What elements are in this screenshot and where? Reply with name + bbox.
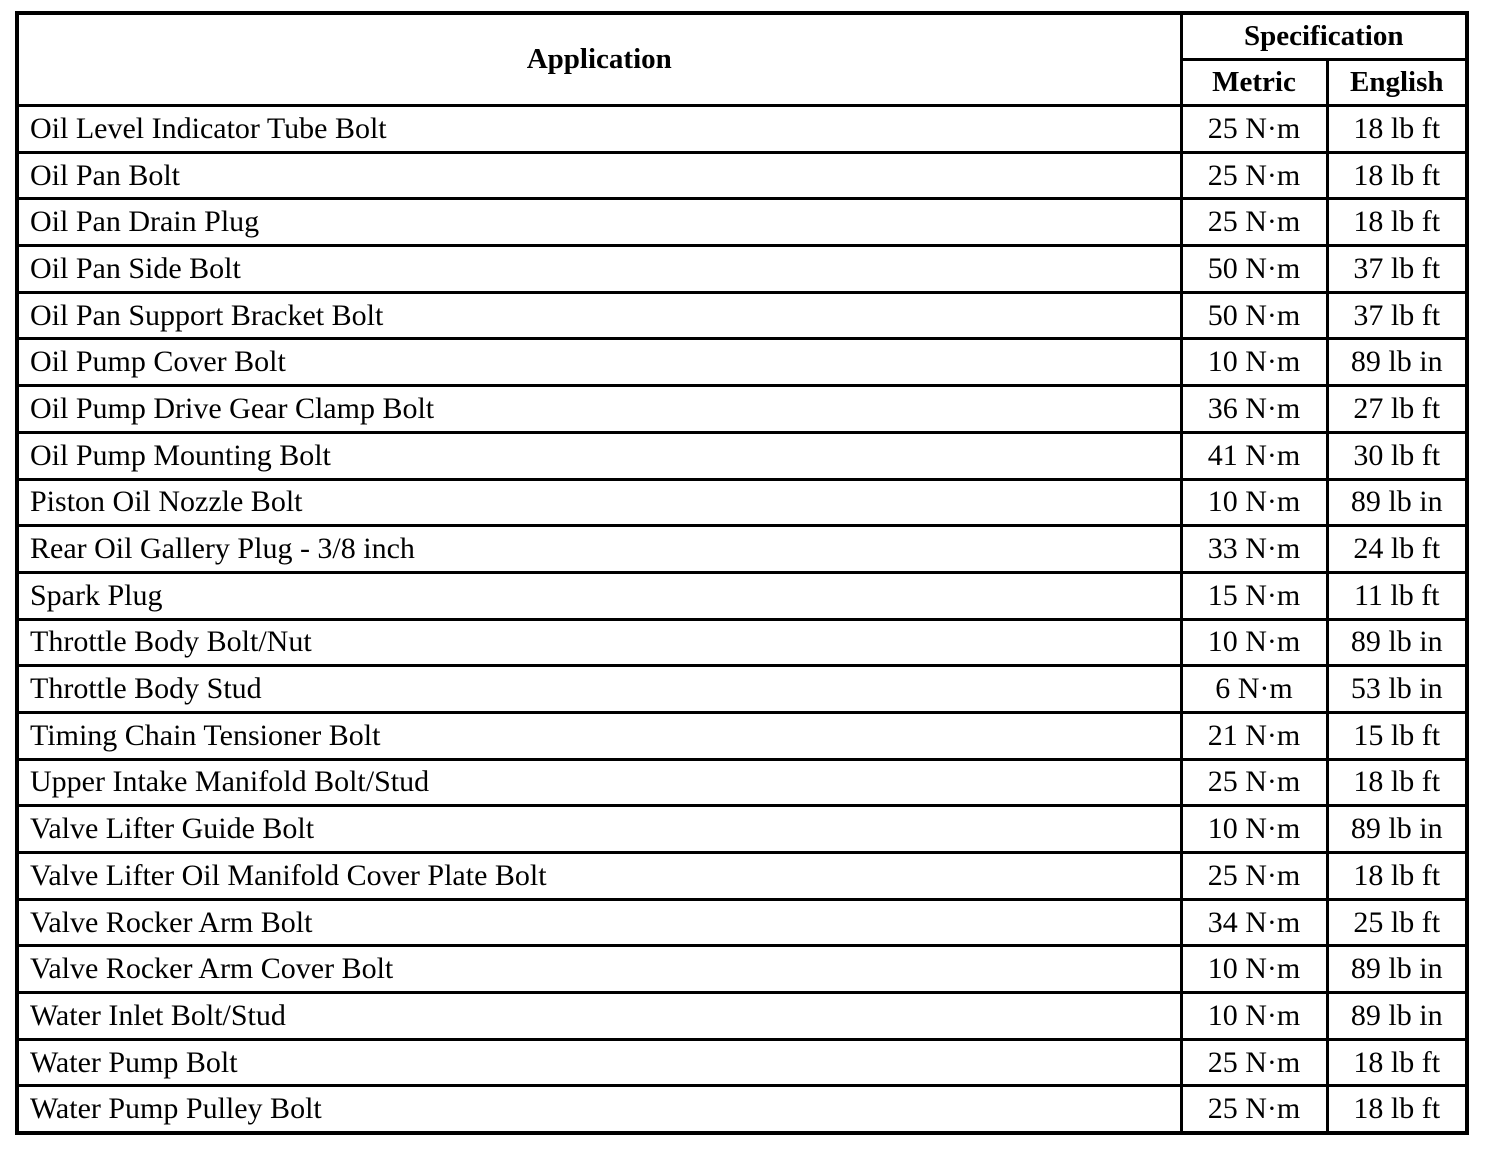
application-cell: Throttle Body Stud	[15, 664, 1183, 714]
english-cell: 18 lb ft	[1325, 757, 1469, 808]
english-cell: 15 lb ft	[1325, 710, 1469, 761]
table-row: Water Pump Bolt 25 N·m 18 lb ft	[15, 1037, 1469, 1088]
application-cell: Rear Oil Gallery Plug - 3/8 inch	[15, 524, 1183, 574]
metric-cell: 10 N·m	[1179, 617, 1329, 668]
application-cell: Oil Pan Side Bolt	[15, 244, 1183, 294]
table-row: Oil Pump Drive Gear Clamp Bolt 36 N·m 27 l…	[15, 384, 1469, 434]
application-cell: Oil Pan Drain Plug	[15, 197, 1183, 248]
application-cell: Timing Chain Tensioner Bolt	[15, 710, 1183, 761]
application-cell: Water Pump Bolt	[15, 1037, 1183, 1088]
application-cell: Water Inlet Bolt/Stud	[15, 991, 1183, 1041]
table-row: Upper Intake Manifold Bolt/Stud 25 N·m 18 …	[15, 757, 1469, 808]
metric-cell: 10 N·m	[1179, 337, 1329, 388]
metric-cell: 41 N·m	[1179, 430, 1329, 481]
english-cell: 25 lb ft	[1325, 897, 1469, 948]
table-row: Water Inlet Bolt/Stud 10 N·m 89 lb in	[15, 991, 1469, 1041]
metric-cell: 36 N·m	[1179, 384, 1329, 434]
english-cell: 89 lb in	[1325, 617, 1469, 668]
english-cell: 18 lb ft	[1325, 1084, 1469, 1135]
table-row: Valve Lifter Oil Manifold Cover Plate Bo…	[15, 851, 1469, 901]
application-cell: Oil Pump Cover Bolt	[15, 337, 1183, 388]
english-cell: 37 lb ft	[1325, 244, 1469, 294]
metric-cell: 10 N·m	[1179, 477, 1329, 528]
table-row: Oil Pump Mounting Bolt 41 N·m 30 lb ft	[15, 430, 1469, 481]
table-row: Piston Oil Nozzle Bolt 10 N·m 89 lb in	[15, 477, 1469, 528]
application-cell: Valve Lifter Guide Bolt	[15, 804, 1183, 854]
table-row: Timing Chain Tensioner Bolt 21 N·m 15 lb f…	[15, 710, 1469, 761]
english-cell: 89 lb in	[1325, 804, 1469, 854]
english-cell: 18 lb ft	[1325, 104, 1469, 154]
table-row: Valve Rocker Arm Bolt 34 N·m 25 lb ft	[15, 897, 1469, 948]
table-row: Oil Pan Drain Plug 25 N·m 18 lb ft	[15, 197, 1469, 248]
application-cell: Upper Intake Manifold Bolt/Stud	[15, 757, 1183, 808]
table-row: Oil Pan Side Bolt 50 N·m 37 lb ft	[15, 244, 1469, 294]
application-cell: Oil Pump Mounting Bolt	[15, 430, 1183, 481]
english-cell: 27 lb ft	[1325, 384, 1469, 434]
english-cell: 89 lb in	[1325, 337, 1469, 388]
english-cell: 11 lb ft	[1325, 570, 1469, 621]
application-cell: Oil Pan Support Bracket Bolt	[15, 290, 1183, 341]
english-cell: 18 lb ft	[1325, 851, 1469, 901]
table-row: Oil Pump Cover Bolt 10 N·m 89 lb in	[15, 337, 1469, 388]
table-row: Valve Lifter Guide Bolt 10 N·m 89 lb in	[15, 804, 1469, 854]
application-cell: Throttle Body Bolt/Nut	[15, 617, 1183, 668]
header-metric: Metric	[1179, 58, 1329, 107]
table-row: Spark Plug 15 N·m 11 lb ft	[15, 570, 1469, 621]
metric-cell: 6 N·m	[1179, 664, 1329, 714]
metric-cell: 25 N·m	[1179, 150, 1329, 201]
table-row: Water Pump Pulley Bolt 25 N·m 18 lb ft	[15, 1084, 1469, 1135]
english-cell: 24 lb ft	[1325, 524, 1469, 574]
english-cell: 89 lb in	[1325, 991, 1469, 1041]
metric-cell: 25 N·m	[1179, 757, 1329, 808]
metric-cell: 50 N·m	[1179, 290, 1329, 341]
metric-cell: 25 N·m	[1179, 1037, 1329, 1088]
metric-cell: 25 N·m	[1179, 851, 1329, 901]
table-row: Throttle Body Stud 6 N·m 53 lb in	[15, 664, 1469, 714]
english-cell: 18 lb ft	[1325, 197, 1469, 248]
metric-cell: 21 N·m	[1179, 710, 1329, 761]
header-application: Application	[15, 11, 1183, 107]
table-row: Oil Pan Bolt 25 N·m 18 lb ft	[15, 150, 1469, 201]
english-cell: 37 lb ft	[1325, 290, 1469, 341]
metric-cell: 25 N·m	[1179, 197, 1329, 248]
application-cell: Water Pump Pulley Bolt	[15, 1084, 1183, 1135]
application-cell: Oil Pan Bolt	[15, 150, 1183, 201]
header-specification: Specification	[1179, 11, 1469, 61]
application-cell: Oil Level Indicator Tube Bolt	[15, 104, 1183, 154]
torque-spec-table: Application Specification Metric English…	[15, 11, 1469, 1136]
metric-cell: 10 N·m	[1179, 991, 1329, 1041]
table-row: Throttle Body Bolt/Nut 10 N·m 89 lb in	[15, 617, 1469, 668]
metric-cell: 25 N·m	[1179, 104, 1329, 154]
metric-cell: 50 N·m	[1179, 244, 1329, 294]
english-cell: 89 lb in	[1325, 477, 1469, 528]
application-cell: Valve Rocker Arm Bolt	[15, 897, 1183, 948]
metric-cell: 33 N·m	[1179, 524, 1329, 574]
english-cell: 53 lb in	[1325, 664, 1469, 714]
application-cell: Piston Oil Nozzle Bolt	[15, 477, 1183, 528]
table-row: Rear Oil Gallery Plug - 3/8 inch 33 N·m 24…	[15, 524, 1469, 574]
metric-cell: 15 N·m	[1179, 570, 1329, 621]
application-cell: Valve Rocker Arm Cover Bolt	[15, 944, 1183, 995]
application-cell: Valve Lifter Oil Manifold Cover Plate Bo…	[15, 851, 1183, 901]
english-cell: 18 lb ft	[1325, 1037, 1469, 1088]
application-cell: Spark Plug	[15, 570, 1183, 621]
metric-cell: 10 N·m	[1179, 804, 1329, 854]
english-cell: 18 lb ft	[1325, 150, 1469, 201]
metric-cell: 25 N·m	[1179, 1084, 1329, 1135]
english-cell: 89 lb in	[1325, 944, 1469, 995]
application-cell: Oil Pump Drive Gear Clamp Bolt	[15, 384, 1183, 434]
metric-cell: 10 N·m	[1179, 944, 1329, 995]
table-row: Valve Rocker Arm Cover Bolt 10 N·m 89 lb i…	[15, 944, 1469, 995]
table-row: Oil Level Indicator Tube Bolt 25 N·m 18 lb…	[15, 104, 1469, 154]
metric-cell: 34 N·m	[1179, 897, 1329, 948]
header-english: English	[1325, 58, 1469, 107]
english-cell: 30 lb ft	[1325, 430, 1469, 481]
table-row: Oil Pan Support Bracket Bolt 50 N·m 37 lb …	[15, 290, 1469, 341]
